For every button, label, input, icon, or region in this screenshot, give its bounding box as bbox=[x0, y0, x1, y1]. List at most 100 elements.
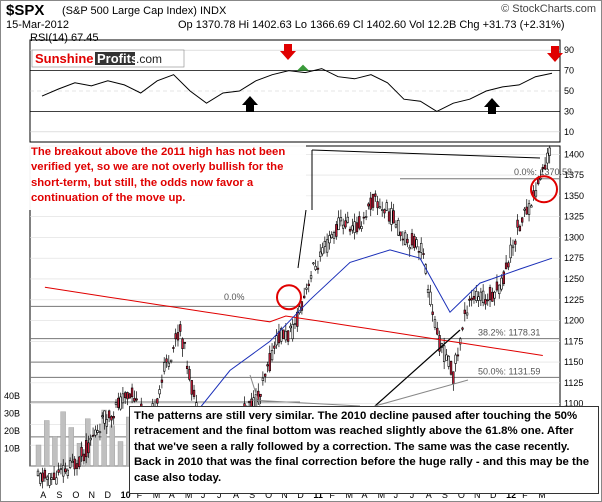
volume-tick-label: 40B bbox=[4, 391, 20, 401]
candle-body bbox=[378, 206, 382, 209]
candle-body bbox=[371, 193, 375, 208]
candle-body bbox=[101, 415, 104, 418]
x-tick-label: A bbox=[233, 490, 239, 500]
candle-body bbox=[392, 210, 395, 224]
candle-body bbox=[548, 147, 551, 156]
callout-connector bbox=[374, 379, 469, 407]
candle-body bbox=[167, 362, 170, 367]
candle-body bbox=[312, 262, 315, 265]
candle-body bbox=[156, 398, 159, 404]
candle-body bbox=[353, 221, 356, 233]
x-tick-label: 10 bbox=[121, 490, 131, 500]
candle-body bbox=[481, 290, 485, 304]
candle-body bbox=[273, 345, 276, 349]
candle-body bbox=[121, 393, 125, 404]
candle-body bbox=[192, 389, 196, 397]
candle-body bbox=[105, 419, 109, 427]
candle-body bbox=[484, 299, 487, 305]
x-tick-label: M bbox=[378, 490, 386, 500]
candle-body bbox=[342, 224, 345, 229]
candle-body bbox=[394, 224, 398, 228]
x-tick-label: A bbox=[169, 490, 175, 500]
candle-body bbox=[367, 203, 370, 207]
x-tick-label: F bbox=[329, 490, 335, 500]
candle-body bbox=[43, 469, 47, 479]
candle-body bbox=[514, 240, 517, 245]
x-tick-label: F bbox=[137, 490, 143, 500]
candle-body bbox=[280, 328, 283, 342]
candle-body bbox=[130, 387, 134, 398]
annotation-top: The breakout above the 2011 high has not… bbox=[28, 144, 306, 210]
x-tick-label: S bbox=[249, 490, 255, 500]
x-tick-label: O bbox=[72, 490, 79, 500]
candle-body bbox=[447, 355, 450, 367]
x-tick-label: M bbox=[345, 490, 353, 500]
credit: © StockCharts.com bbox=[501, 3, 596, 15]
candle-body bbox=[518, 225, 522, 232]
red-down-arrow-icon bbox=[547, 46, 563, 62]
x-tick-label: S bbox=[442, 490, 448, 500]
candle-body bbox=[381, 209, 384, 211]
volume-bar bbox=[117, 441, 124, 467]
candle-body bbox=[289, 325, 292, 329]
candle-body bbox=[397, 220, 400, 236]
candle-body bbox=[413, 235, 416, 249]
fib-label: 38.2%: 1178.31 bbox=[478, 328, 540, 338]
candle-body bbox=[401, 238, 405, 241]
candle-body bbox=[112, 415, 115, 419]
candle-body bbox=[64, 468, 67, 473]
rsi-line bbox=[41, 68, 553, 112]
candle-body bbox=[59, 468, 63, 470]
candle-body bbox=[305, 287, 308, 290]
candle-body bbox=[429, 291, 432, 305]
candle-body bbox=[321, 247, 324, 255]
volume-tick-label: 30B bbox=[4, 409, 20, 419]
candle-body bbox=[169, 359, 173, 362]
symbol: $SPX bbox=[6, 2, 45, 19]
candle-body bbox=[527, 203, 531, 215]
candle-body bbox=[316, 267, 320, 270]
candle-body bbox=[346, 216, 349, 223]
candle-body bbox=[463, 309, 466, 314]
x-tick-label: F bbox=[522, 490, 528, 500]
candle-body bbox=[91, 434, 95, 437]
candle-body bbox=[259, 393, 262, 397]
candle-body bbox=[165, 358, 168, 363]
x-tick-label: N bbox=[281, 490, 288, 500]
candle-body bbox=[96, 430, 99, 433]
candle-body bbox=[436, 327, 439, 335]
rsi-tick-label: 30 bbox=[564, 106, 574, 116]
volume-tick-label: 10B bbox=[4, 444, 20, 454]
x-tick-label: O bbox=[458, 490, 465, 500]
rsi-tick-label: 90 bbox=[564, 45, 574, 55]
candle-body bbox=[66, 469, 70, 476]
candle-body bbox=[71, 461, 74, 463]
candle-body bbox=[472, 295, 476, 300]
candle-body bbox=[135, 398, 138, 401]
candle-body bbox=[73, 458, 76, 470]
price-tick-label: 1325 bbox=[564, 212, 584, 222]
candle-body bbox=[426, 289, 430, 293]
candle-body bbox=[541, 167, 544, 170]
candle-body bbox=[360, 226, 363, 230]
candle-body bbox=[78, 456, 81, 468]
candle-body bbox=[181, 338, 184, 349]
candle-body bbox=[339, 217, 343, 222]
candle-body bbox=[385, 202, 388, 211]
candle-body bbox=[188, 368, 191, 380]
candle-body bbox=[516, 219, 519, 228]
red-down-arrow-icon bbox=[280, 44, 296, 60]
x-tick-label: S bbox=[56, 490, 62, 500]
candle-body bbox=[117, 397, 120, 408]
candle-body bbox=[344, 220, 347, 228]
x-tick-label: M bbox=[538, 490, 546, 500]
x-tick-label: 12 bbox=[506, 490, 516, 500]
candle-body bbox=[403, 232, 407, 245]
candle-body bbox=[520, 217, 524, 223]
candle-body bbox=[502, 271, 505, 285]
price-tick-label: 1275 bbox=[564, 253, 584, 263]
rsi-overbought-fill bbox=[297, 64, 309, 71]
candle-body bbox=[461, 327, 464, 330]
price-tick-label: 1300 bbox=[564, 232, 584, 242]
candle-body bbox=[55, 477, 58, 485]
